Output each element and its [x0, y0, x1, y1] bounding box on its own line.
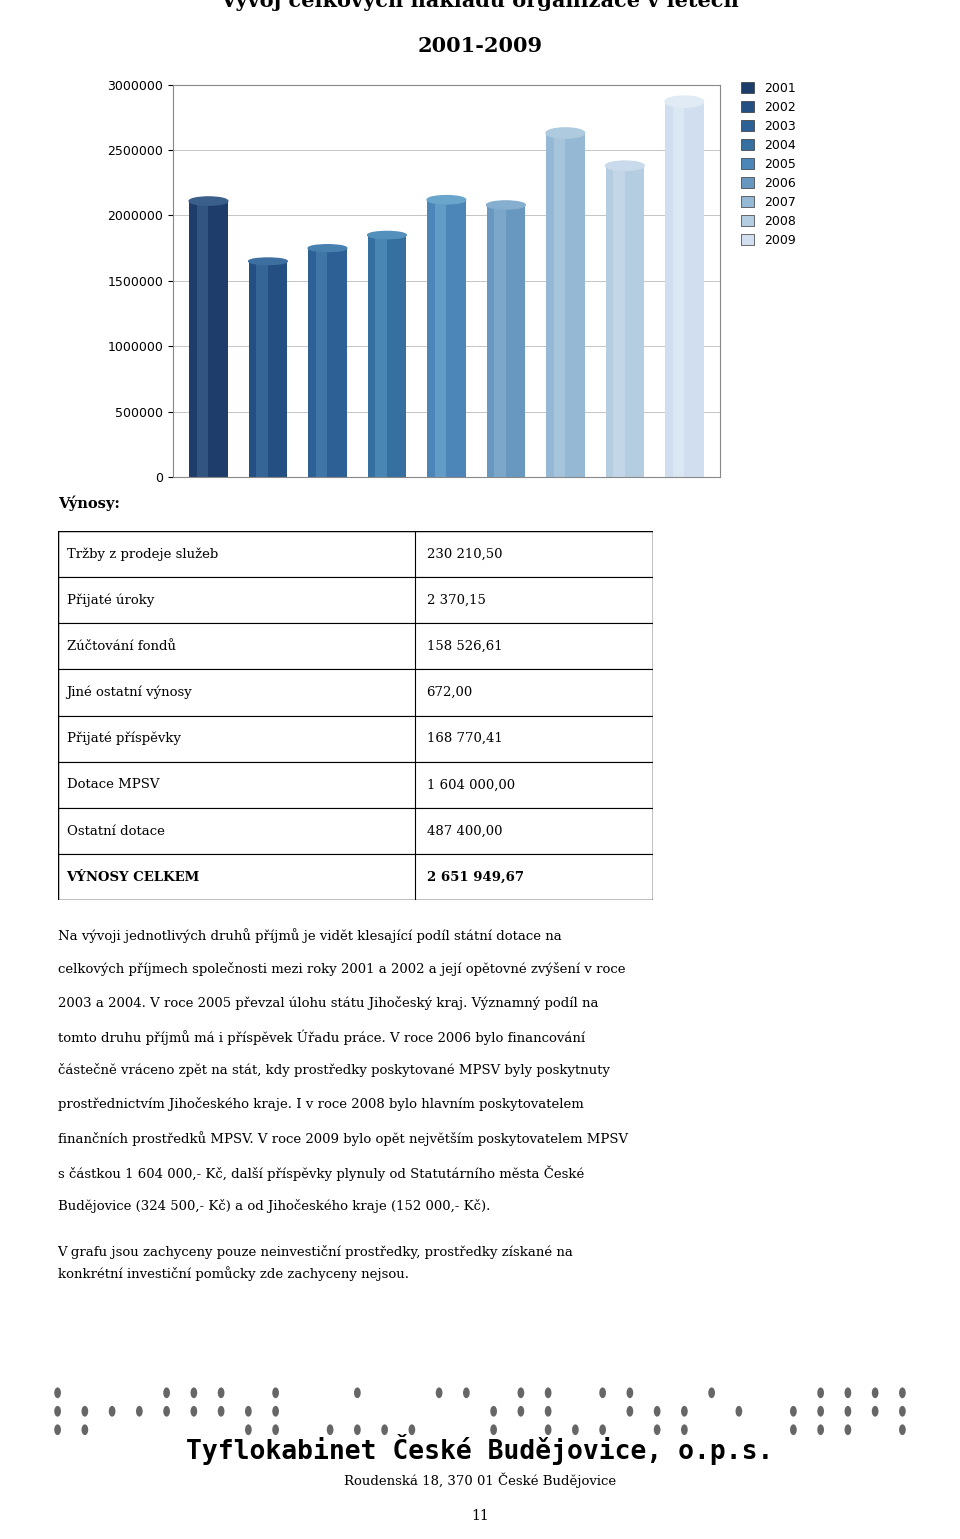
Text: celkových příjmech společnosti mezi roky 2001 a 2002 a její opětovné zvýšení v r: celkových příjmech společnosti mezi roky…	[58, 962, 625, 976]
Text: Tržby z prodeje služeb: Tržby z prodeje služeb	[66, 548, 218, 560]
Text: 2003 a 2004. V roce 2005 převzal úlohu státu Jihočeský kraj. Významný podíl na: 2003 a 2004. V roce 2005 převzal úlohu s…	[58, 996, 598, 1010]
Bar	[58, 716, 653, 762]
Ellipse shape	[487, 202, 525, 209]
Bar	[58, 762, 653, 808]
Bar	[427, 200, 466, 477]
Bar	[58, 669, 653, 716]
Ellipse shape	[189, 197, 228, 205]
Text: Na vývoji jednotlivých druhů příjmů je vidět klesající podíl státní dotace na: Na vývoji jednotlivých druhů příjmů je v…	[58, 928, 562, 943]
Bar	[58, 531, 653, 577]
Text: VÝNOSY CELKEM: VÝNOSY CELKEM	[66, 871, 200, 883]
Bar	[487, 205, 525, 477]
Text: V grafu jsou zachyceny pouze neinvestiční prostředky, prostředky získané na: V grafu jsou zachyceny pouze neinvestičn…	[58, 1245, 573, 1259]
Bar	[58, 577, 653, 623]
Text: prostřednictvím Jihočeského kraje. I v roce 2008 bylo hlavním poskytovatelem: prostřednictvím Jihočeského kraje. I v r…	[58, 1097, 584, 1111]
Legend: 2001, 2002, 2003, 2004, 2005, 2006, 2007, 2008, 2009: 2001, 2002, 2003, 2004, 2005, 2006, 2007…	[736, 77, 801, 252]
Text: s částkou 1 604 000,- Kč, další příspěvky plynuly od Statutárního města České: s částkou 1 604 000,- Kč, další příspěvk…	[58, 1165, 584, 1180]
Bar	[613, 166, 625, 477]
Text: Vývoj celkových nákladů organizace v letech: Vývoj celkových nákladů organizace v let…	[221, 0, 739, 11]
Bar	[665, 102, 704, 477]
Text: 2 370,15: 2 370,15	[426, 594, 486, 606]
Ellipse shape	[308, 245, 347, 251]
Text: 2001-2009: 2001-2009	[418, 37, 542, 55]
Ellipse shape	[368, 231, 406, 239]
Bar	[189, 202, 228, 477]
Text: 230 210,50: 230 210,50	[426, 548, 502, 560]
Ellipse shape	[249, 259, 287, 265]
Bar	[673, 102, 684, 477]
Text: konkrétní investiční pomůcky zde zachyceny nejsou.: konkrétní investiční pomůcky zde zachyce…	[58, 1267, 409, 1282]
Bar	[368, 235, 406, 477]
Bar	[606, 166, 644, 477]
Text: tomto druhu příjmů má i příspěvek Úřadu práce. V roce 2006 bylo financování: tomto druhu příjmů má i příspěvek Úřadu …	[58, 1030, 585, 1045]
Bar	[435, 200, 446, 477]
Text: Ostatní dotace: Ostatní dotace	[66, 825, 164, 837]
Bar	[554, 132, 565, 477]
Text: finančních prostředků MPSV. V roce 2009 bylo opět největším poskytovatelem MPSV: finančních prostředků MPSV. V roce 2009 …	[58, 1131, 628, 1147]
Bar	[316, 248, 327, 477]
Ellipse shape	[665, 95, 704, 108]
Bar	[256, 262, 268, 477]
Text: Roudenská 18, 370 01 České Budějovice: Roudenská 18, 370 01 České Budějovice	[344, 1473, 616, 1488]
Text: 168 770,41: 168 770,41	[426, 733, 502, 745]
Text: částečně vráceno zpět na stát, kdy prostředky poskytované MPSV byly poskytnuty: částečně vráceno zpět na stát, kdy prost…	[58, 1063, 610, 1077]
Bar	[249, 262, 287, 477]
Text: Budějovice (324 500,- Kč) a od Jihočeského kraje (152 000,- Kč).: Budějovice (324 500,- Kč) a od Jihočeské…	[58, 1199, 490, 1213]
Ellipse shape	[606, 162, 644, 171]
Text: 158 526,61: 158 526,61	[426, 640, 502, 653]
Text: Přijaté úroky: Přijaté úroky	[66, 594, 154, 606]
Text: 1 604 000,00: 1 604 000,00	[426, 779, 515, 791]
Bar	[58, 808, 653, 854]
Bar	[58, 623, 653, 669]
Bar	[546, 132, 585, 477]
Ellipse shape	[427, 195, 466, 205]
Bar	[308, 248, 347, 477]
Text: Výnosy:: Výnosy:	[58, 496, 119, 511]
Text: Jiné ostatní výnosy: Jiné ostatní výnosy	[66, 686, 192, 699]
Bar	[494, 205, 506, 477]
Text: 11: 11	[471, 1508, 489, 1524]
Bar	[375, 235, 387, 477]
Text: 487 400,00: 487 400,00	[426, 825, 502, 837]
Text: Tyflokabinet České Budějovice, o.p.s.: Tyflokabinet České Budějovice, o.p.s.	[186, 1434, 774, 1465]
Text: 2 651 949,67: 2 651 949,67	[426, 871, 523, 883]
Text: Přijaté příspěvky: Přijaté příspěvky	[66, 733, 180, 745]
Text: Zúčtování fondů: Zúčtování fondů	[66, 640, 176, 653]
Bar	[58, 854, 653, 900]
Bar	[197, 202, 208, 477]
Ellipse shape	[546, 128, 585, 139]
Text: 672,00: 672,00	[426, 686, 473, 699]
Text: Dotace MPSV: Dotace MPSV	[66, 779, 159, 791]
